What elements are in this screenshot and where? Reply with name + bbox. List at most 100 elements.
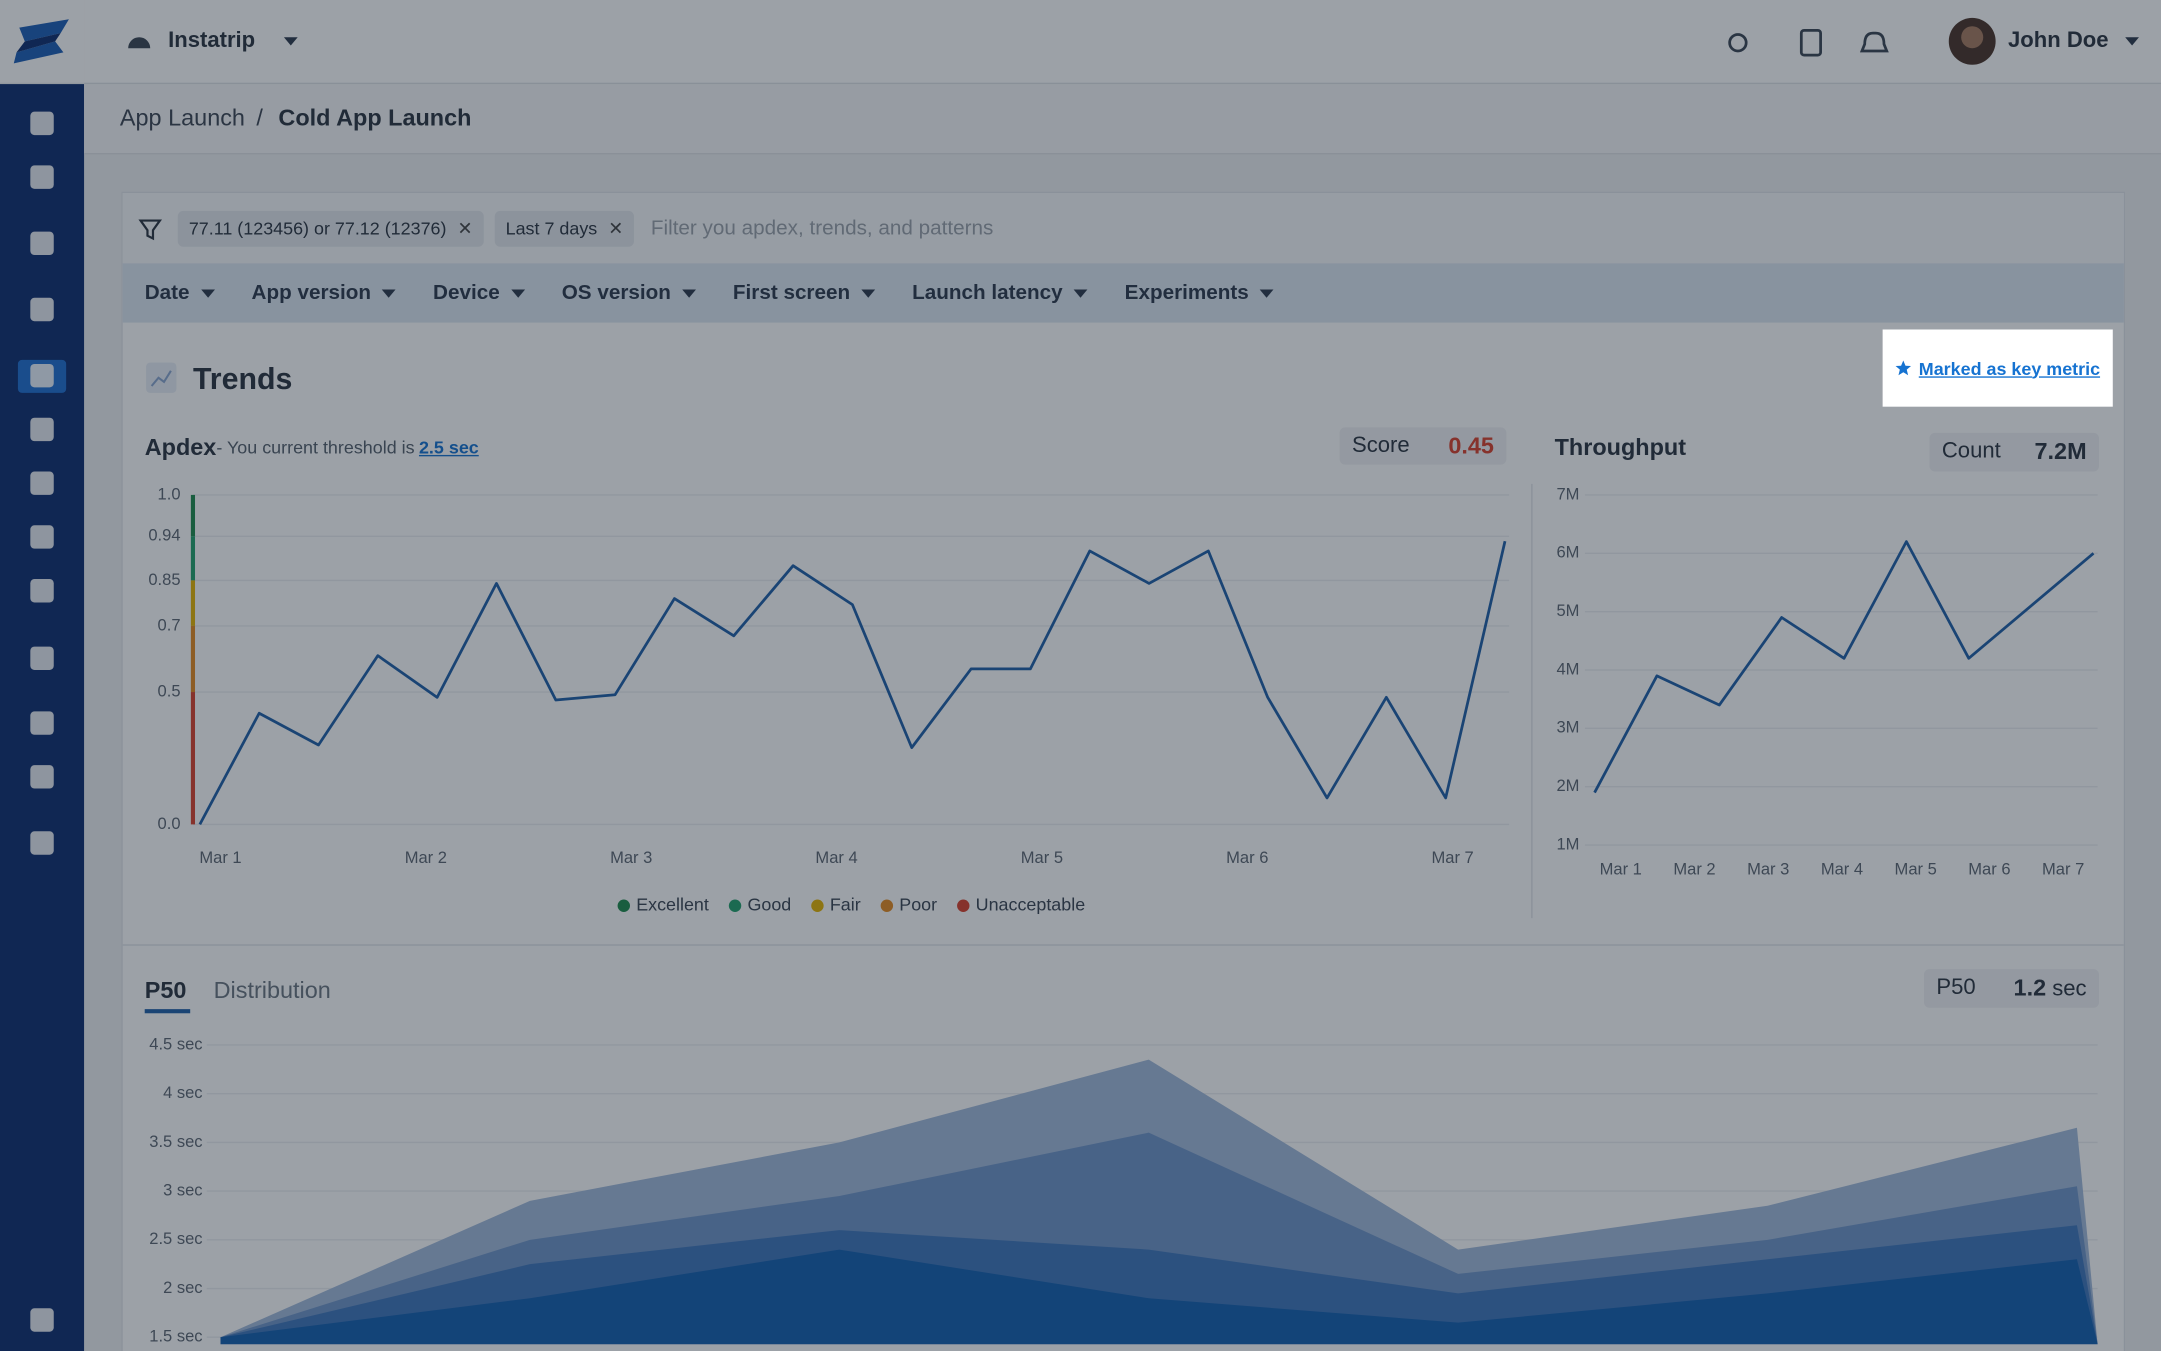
logo[interactable]: [0, 0, 85, 83]
user-caret[interactable]: [2125, 37, 2139, 46]
nav-icon[interactable]: [29, 711, 55, 735]
nav-icon[interactable]: [29, 165, 55, 189]
nav-icon[interactable]: [29, 831, 55, 855]
nav-icon[interactable]: [29, 579, 55, 603]
breadcrumb-parent[interactable]: App Launch: [119, 104, 245, 131]
app-caret[interactable]: [283, 37, 298, 46]
nav-icon[interactable]: [29, 765, 55, 789]
x-tick-label: Mar 5: [1895, 859, 1937, 878]
nav-glyph: [30, 231, 54, 256]
nav-glyph: [30, 711, 54, 735]
caret: [1073, 288, 1088, 298]
caret: [510, 288, 525, 298]
y-tick-label: 0.5: [158, 681, 181, 700]
filter-menu[interactable]: Date: [144, 281, 215, 305]
count-value: 7.2M: [2034, 438, 2087, 465]
nav-icon[interactable]: [29, 231, 55, 256]
top-bar: Instatrip John Doe: [84, 0, 2161, 85]
x-tick-label: Mar 2: [405, 848, 447, 867]
y-tick-label: 4 sec: [163, 1083, 203, 1102]
nav-icon[interactable]: [29, 1308, 55, 1332]
legend-label: Unacceptable: [976, 894, 1086, 914]
debug-icon[interactable]: [1728, 33, 1748, 53]
nav-glyph: [30, 471, 54, 495]
nav-icon[interactable]: [29, 471, 55, 495]
legend-label: Excellent: [636, 894, 709, 914]
filter-placeholder[interactable]: Filter you apdex, trends, and patterns: [650, 216, 994, 240]
y-tick-label: 0.85: [148, 570, 180, 589]
divider: [122, 944, 2124, 946]
p50-value: 1.2: [2013, 974, 2047, 1001]
y-tick-label: 1.0: [158, 484, 181, 503]
chip-remove[interactable]: ✕: [608, 217, 624, 238]
trends-icon: [146, 362, 177, 393]
filter-menu-label: OS version: [561, 281, 671, 305]
filter-menu[interactable]: App version: [252, 281, 396, 305]
bell-icon[interactable]: [1859, 31, 1889, 53]
x-tick-label: Mar 7: [1431, 848, 1473, 867]
filter-menu-label: First screen: [732, 281, 851, 305]
y-tick-label: 2M: [1556, 776, 1579, 795]
filter-menu[interactable]: OS version: [561, 281, 696, 305]
nav-icon[interactable]: [29, 525, 55, 549]
nav-glyph: [30, 111, 54, 136]
count-label: Count: [1941, 439, 2001, 464]
filter-menu[interactable]: Experiments: [1125, 281, 1274, 305]
filter-menu[interactable]: Launch latency: [912, 281, 1088, 305]
nav-icon[interactable]: [29, 417, 55, 442]
app-name[interactable]: Instatrip: [168, 28, 256, 53]
filter-chip: 77.11 (123456) or 77.12 (12376) ✕: [177, 210, 484, 247]
nav-glyph: [30, 525, 54, 549]
p50-unit: sec: [2052, 977, 2087, 1001]
nav-icon[interactable]: [17, 359, 67, 393]
docs-icon[interactable]: [1799, 28, 1822, 57]
star-icon: [1895, 360, 1912, 376]
user-name[interactable]: John Doe: [2008, 28, 2109, 53]
y-tick-label: 5M: [1556, 601, 1579, 620]
score-value: 0.45: [1448, 432, 1494, 459]
nav-glyph: [30, 646, 54, 670]
filter-icon: [138, 218, 163, 240]
x-tick-label: Mar 3: [610, 848, 652, 867]
y-tick-label: 3 sec: [163, 1180, 203, 1199]
legend-label: Poor: [899, 894, 937, 914]
chip-remove[interactable]: ✕: [457, 217, 473, 238]
trends-title: Trends: [192, 361, 293, 396]
filter-chip: Last 7 days ✕: [494, 210, 635, 247]
filter-bar: 77.11 (123456) or 77.12 (12376) ✕ Last 7 d…: [122, 193, 2124, 264]
tab-distribution[interactable]: Distribution: [213, 977, 331, 1004]
key-metric-button[interactable]: Marked as key metric: [1882, 329, 2113, 407]
legend-swatch: [957, 899, 970, 912]
y-tick-label: 4M: [1556, 659, 1579, 678]
y-tick-label: 3.5 sec: [149, 1132, 202, 1151]
x-tick-label: Mar 1: [199, 848, 241, 867]
filter-menu[interactable]: First screen: [732, 281, 875, 305]
apdex-title: Apdex: [144, 434, 217, 461]
filter-menu[interactable]: Device: [433, 281, 525, 305]
nav-icon[interactable]: [29, 111, 55, 136]
nav-icon[interactable]: [29, 646, 55, 670]
x-tick-label: Mar 6: [1226, 848, 1268, 867]
legend-swatch: [880, 899, 894, 912]
tab-p50[interactable]: P50: [144, 977, 187, 1004]
threshold-link[interactable]: 2.5 sec: [418, 437, 479, 458]
threshold-band: [190, 494, 196, 537]
threshold-band: [190, 625, 196, 693]
threshold-band: [190, 692, 196, 825]
x-tick-label: Mar 3: [1747, 859, 1789, 878]
x-tick-label: Mar 7: [2042, 859, 2084, 878]
legend: Excellent Good Fair Poor Unacceptable: [617, 894, 1086, 914]
legend-swatch: [811, 899, 824, 912]
throughput-title: Throughput: [1554, 434, 1687, 461]
filter-menu-label: Date: [144, 281, 190, 305]
filter-menu-label: Device: [433, 281, 500, 305]
y-tick-label: 1.5 sec: [149, 1327, 202, 1346]
chip-label: 77.11 (123456) or 77.12 (12376): [188, 217, 447, 239]
key-metric-label[interactable]: Marked as key metric: [1918, 357, 2101, 379]
avatar[interactable]: [1947, 17, 1997, 67]
y-tick-label: 7M: [1556, 484, 1579, 503]
nav-icon[interactable]: [29, 297, 55, 322]
y-tick-label: 4.5 sec: [149, 1034, 202, 1053]
